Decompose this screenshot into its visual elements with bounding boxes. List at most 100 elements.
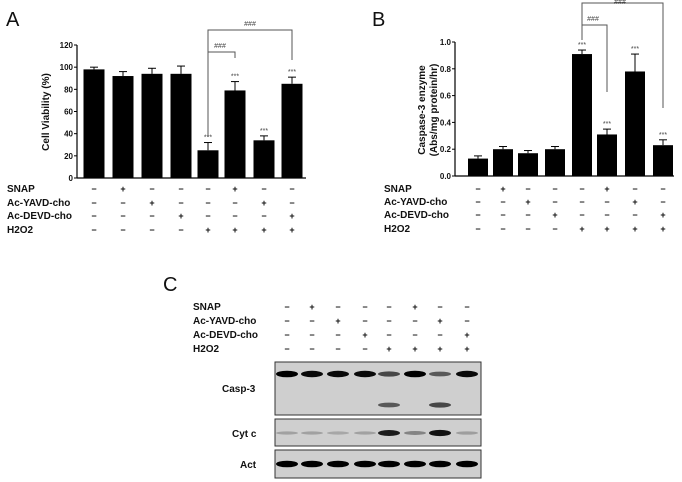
chart-a-treatment-label-snap: SNAP (7, 184, 35, 195)
chart-a-treatment-sign: − (149, 184, 154, 194)
panel-label-c: C (163, 274, 177, 296)
chart-b-tick-label: 0.8 (440, 65, 452, 74)
chart-b-bar (653, 145, 673, 176)
blot-treatment-sign: + (437, 344, 442, 354)
chart-b-treatment-sign: + (552, 210, 557, 220)
chart-b-treatment-sign: − (552, 224, 557, 234)
blot-treatment-sign: − (309, 316, 314, 326)
chart-a-treatment-label-ac-devd-cho: Ac-DEVD-cho (7, 211, 72, 222)
chart-a-treatment-sign: − (232, 211, 237, 221)
chart-a-treatment-sign: − (120, 198, 125, 208)
blot-row-label: Cyt c (232, 429, 257, 440)
chart-a-bar (281, 83, 303, 178)
chart-b-treatment-sign: + (579, 224, 584, 234)
chart-b-treatment-sign: − (475, 210, 480, 220)
blot-treatment-sign: − (362, 316, 367, 326)
blot-band (378, 460, 400, 468)
chart-b-bar (572, 54, 592, 177)
chart-a-treatment-sign: − (205, 184, 210, 194)
chart-b-treatment-label-h2o2: H2O2 (384, 224, 411, 235)
blot-treatment-label-snap: SNAP (193, 302, 221, 313)
chart-b-bar (518, 153, 538, 176)
chart-a-treatment-label-ac-yavd-cho: Ac-YAVD-cho (7, 198, 70, 209)
blot-treatment-sign: + (386, 344, 391, 354)
chart-a: 0 20 40 60 80 100 120 *** *** *** *** Cell Viabilit… (7, 21, 306, 236)
blot-treatment-sign: − (335, 302, 340, 312)
blot-band (404, 431, 426, 435)
blot-band (354, 370, 376, 378)
chart-a-comparison-label: ### (214, 43, 226, 50)
blot-treatment-sign: − (309, 344, 314, 354)
chart-a-bar (224, 90, 246, 178)
chart-a-treatment-sign: − (232, 198, 237, 208)
chart-a-treatment-sign: + (261, 198, 266, 208)
blot-treatment-sign: − (284, 344, 289, 354)
chart-a-tick-label: 100 (60, 63, 74, 72)
blot-treatment-sign: − (362, 302, 367, 312)
chart-b-treatment-label-ac-yavd-cho: Ac-YAVD-cho (384, 197, 447, 208)
chart-a-significance: *** (204, 135, 212, 142)
chart-b-y-axis-label: Caspase-3 enzyme (417, 65, 428, 155)
blot-treatment-sign: + (362, 330, 367, 340)
blot-treatment-sign: − (412, 316, 417, 326)
blot-treatment-sign: − (386, 316, 391, 326)
blot-treatment-sign: + (335, 316, 340, 326)
chart-b-treatment-sign: − (475, 197, 480, 207)
chart-b-treatment-sign: − (604, 197, 609, 207)
chart-b-bar (625, 71, 645, 176)
chart-a-treatment-sign: − (149, 225, 154, 235)
blot-band (429, 402, 451, 408)
chart-b-treatment-label-snap: SNAP (384, 184, 412, 195)
chart-a-significance: *** (288, 69, 296, 76)
blot-treatment-sign: − (284, 330, 289, 340)
chart-b-treatment-sign: − (552, 184, 557, 194)
chart-b: 0.0 0.2 0.4 0.6 0.8 1.0 *** *** *** *** Caspase-3 … (384, 0, 674, 235)
chart-a-treatment-sign: − (289, 184, 294, 194)
chart-a-treatment-sign: + (232, 184, 237, 194)
chart-b-treatment-sign: + (525, 197, 530, 207)
chart-a-treatment-sign: − (91, 184, 96, 194)
western-blot-c: SNAP − + − − − + − − Ac-YAVD-cho − − + − − − + − Ac-DEVD-c… (193, 302, 482, 479)
chart-b-comparison-bracket (582, 24, 608, 92)
chart-a-treatment-sign: − (91, 225, 96, 235)
chart-a-treatment-sign: + (205, 225, 210, 235)
chart-a-bar (197, 150, 219, 178)
chart-b-treatment-sign: − (579, 210, 584, 220)
panel-label-a: A (6, 9, 20, 31)
blot-treatment-sign: + (464, 330, 469, 340)
blot-treatment-sign: + (437, 316, 442, 326)
chart-b-treatment-sign: − (660, 184, 665, 194)
chart-a-treatment-sign: − (289, 198, 294, 208)
blot-band (301, 370, 323, 378)
chart-b-bar (597, 134, 617, 176)
chart-b-significance: *** (659, 132, 667, 139)
chart-a-treatment-sign: − (120, 211, 125, 221)
chart-a-comparison-bracket (208, 51, 236, 58)
chart-b-treatment-sign: − (500, 197, 505, 207)
chart-a-treatment-sign: − (91, 211, 96, 221)
chart-b-significance: *** (631, 46, 639, 53)
chart-b-treatment-sign: + (604, 184, 609, 194)
chart-b-treatment-sign: + (632, 197, 637, 207)
blot-treatment-label-ac-yavd-cho: Ac-YAVD-cho (193, 316, 256, 327)
chart-a-treatment-sign: − (178, 198, 183, 208)
chart-a-significance: *** (231, 74, 239, 81)
chart-a-y-axis-label: Cell Viability (%) (41, 73, 52, 151)
blot-band (429, 429, 451, 437)
blot-band (354, 431, 376, 435)
chart-b-treatment-sign: − (525, 184, 530, 194)
chart-a-bar (253, 140, 275, 178)
chart-a-tick-label: 60 (64, 108, 73, 117)
blot-treatment-label-h2o2: H2O2 (193, 344, 220, 355)
chart-b-treatment-sign: − (632, 210, 637, 220)
chart-a-comparison-label: ### (244, 21, 256, 28)
chart-a-treatment-sign: − (120, 225, 125, 235)
chart-a-bar (83, 69, 105, 178)
chart-b-treatment-sign: − (500, 224, 505, 234)
chart-b-treatment-sign: + (500, 184, 505, 194)
blot-band (429, 371, 451, 377)
chart-b-treatment-sign: − (552, 197, 557, 207)
blot-band (354, 460, 376, 468)
chart-b-treatment-sign: − (632, 184, 637, 194)
